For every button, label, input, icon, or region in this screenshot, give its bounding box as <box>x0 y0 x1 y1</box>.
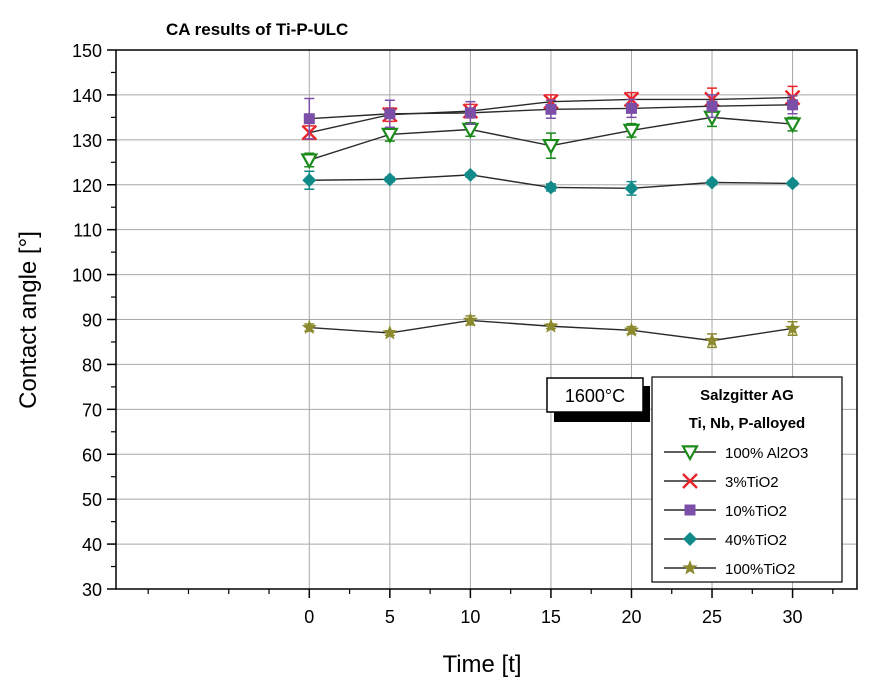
y-tick-label: 100 <box>72 266 102 286</box>
y-tick-label: 80 <box>82 355 102 375</box>
legend-entry: 3%TiO2 <box>664 473 779 491</box>
legend-marker <box>684 504 696 516</box>
series-3 <box>303 94 799 140</box>
data-point <box>543 180 558 195</box>
x-tick-label: 30 <box>783 607 803 627</box>
y-tick-label: 60 <box>82 445 102 465</box>
x-axis-label: Time [t] <box>442 651 521 678</box>
data-point <box>380 127 399 144</box>
y-tick-label: 140 <box>72 86 102 106</box>
legend-marker <box>681 445 699 462</box>
legend-entry: 100% Al2O3 <box>664 445 808 462</box>
data-point <box>462 312 478 327</box>
data-point <box>784 320 801 335</box>
legend: Salzgitter AG Ti, Nb, P-alloyed 100% Al2… <box>651 376 843 583</box>
y-axis-label: Contact angle [°] <box>15 231 42 409</box>
temperature-label: 1600°C <box>565 386 625 406</box>
data-point <box>300 153 319 170</box>
legend-entries: 100% Al2O3 3%TiO2 10%TiO2 40%TiO2 100%TiO2 <box>664 445 808 578</box>
data-point <box>705 175 720 190</box>
chart-title: CA results of Ti-P-ULC <box>166 20 349 39</box>
data-point <box>543 318 559 333</box>
legend-entry: 10%TiO2 <box>664 503 787 520</box>
data-point <box>624 181 639 196</box>
data-point <box>787 99 799 111</box>
legend-marker <box>682 560 698 575</box>
legend-label: 10%TiO2 <box>725 503 787 520</box>
y-tick-label: 40 <box>82 535 102 555</box>
legend-entry: 40%TiO2 <box>664 532 787 549</box>
series-4 <box>302 167 800 196</box>
y-tick-label: 130 <box>72 131 102 151</box>
x-tick-label: 15 <box>541 607 561 627</box>
data-point <box>704 332 720 348</box>
data-point <box>623 322 640 337</box>
legend-label: 100% Al2O3 <box>725 445 808 462</box>
temperature-annotation: 1600°C <box>546 377 650 422</box>
data-point <box>382 172 397 187</box>
legend-box <box>651 376 843 583</box>
data-point <box>382 324 398 340</box>
legend-marker <box>683 532 697 546</box>
x-tick-label: 0 <box>304 607 314 627</box>
legend-label: 40%TiO2 <box>725 532 787 549</box>
data-point <box>384 108 396 120</box>
x-tick-label: 10 <box>460 607 480 627</box>
data-point <box>785 176 800 191</box>
legend-entry: 100%TiO2 <box>664 560 795 578</box>
y-tick-label: 120 <box>72 176 102 196</box>
legend-label: 3%TiO2 <box>725 474 779 491</box>
data-point <box>783 117 802 134</box>
series-layer <box>300 85 802 349</box>
y-tick-label: 30 <box>82 580 102 600</box>
legend-label: 100%TiO2 <box>725 561 795 578</box>
x-tick-label: 5 <box>385 607 395 627</box>
y-tick-label: 70 <box>82 400 102 420</box>
series-5 <box>301 312 801 349</box>
x-tick-label: 25 <box>702 607 722 627</box>
data-point <box>464 107 476 119</box>
x-tick-label: 20 <box>621 607 641 627</box>
data-point <box>301 319 317 335</box>
legend-title-alloy: Ti, Nb, P-alloyed <box>689 415 805 432</box>
axes: 30 40 50 60 70 80 90 100 110 120 130 140 150 0 5 10 15 20… <box>72 41 834 627</box>
data-point <box>542 138 560 155</box>
legend-title-company: Salzgitter AG <box>700 387 794 404</box>
y-tick-label: 150 <box>72 41 102 61</box>
y-tick-label: 110 <box>73 221 102 241</box>
data-point <box>622 123 641 140</box>
data-point <box>303 113 315 125</box>
data-point <box>463 167 478 182</box>
legend-marker <box>682 473 698 489</box>
y-tick-label: 90 <box>82 311 102 331</box>
y-tick-label: 50 <box>82 490 102 510</box>
data-point <box>625 102 637 114</box>
data-point <box>302 173 317 188</box>
data-point <box>545 103 557 115</box>
data-point <box>706 100 718 112</box>
